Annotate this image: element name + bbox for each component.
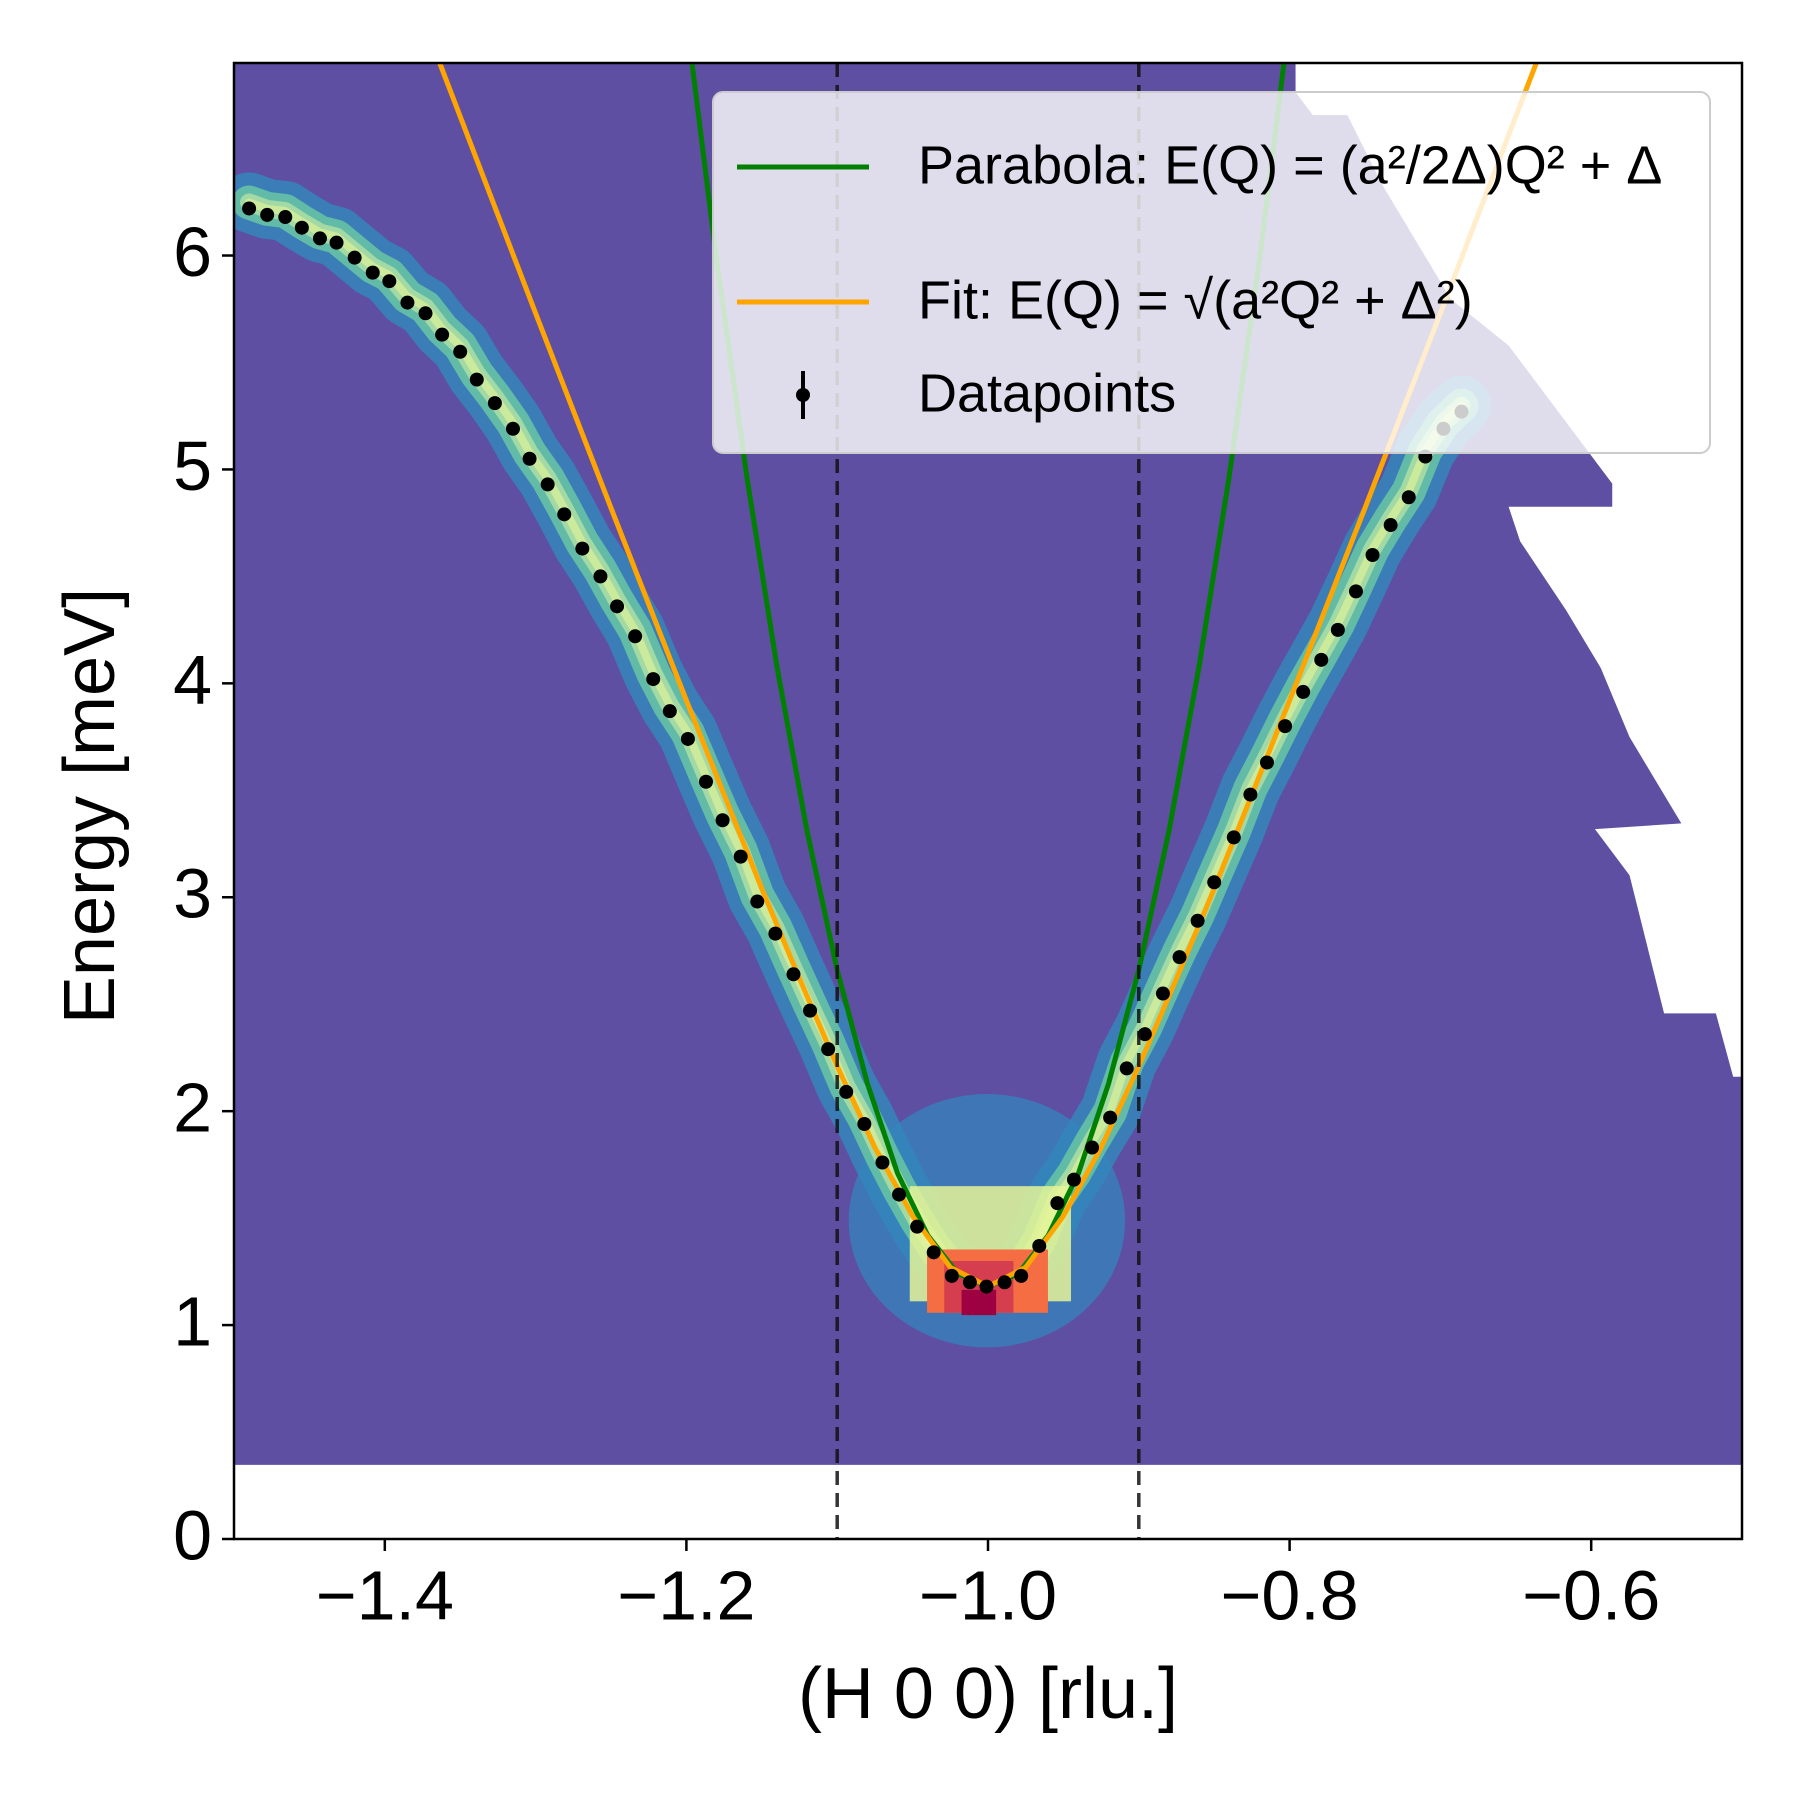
legend: Parabola: E(Q) = (a²/2Δ)Q² + Δ Fit: E(Q) … [712,91,1711,454]
datapoint [628,629,643,644]
datapoint [505,421,520,436]
datapoint [786,967,801,982]
datapoint [768,926,783,941]
datapoint [750,894,765,909]
datapoint [610,599,625,614]
datapoint [1243,787,1258,802]
axes: −1.4 −1.2 −1.0 −0.8 −0.6 0 1 2 3 4 5 6 [173,213,1660,1634]
x-tick-label: −0.6 [1522,1556,1660,1634]
datapoint [646,672,661,687]
datapoint [1330,622,1345,637]
y-tick-label: 5 [173,427,212,505]
plot-frame [232,61,1744,1541]
datapoint [1314,652,1329,667]
datapoint [892,1187,907,1202]
y-axis-label: Energy [meV] [50,588,130,1024]
datapoint [1190,913,1205,928]
datapoint [839,1084,854,1099]
datapoint [1401,490,1416,505]
datapoint [278,210,293,225]
y-tick-label: 4 [173,641,212,719]
datapoint [733,849,748,864]
legend-label: Datapoints [918,363,1176,423]
intensity-cell [961,1289,997,1316]
datapoint [803,1003,818,1018]
legend-box [712,91,1711,454]
datapoint [400,295,415,310]
datapoint [926,1245,941,1260]
datapoint [487,396,502,411]
y-tick-label: 3 [173,855,212,933]
datapoint [1348,584,1363,599]
datapoint [1050,1196,1065,1211]
y-tick-label: 6 [173,213,212,291]
datapoint [699,774,714,789]
datapoint [1085,1140,1100,1155]
datapoint [365,265,380,280]
x-tick-label: −1.0 [919,1556,1057,1634]
datapoint [1383,518,1398,533]
y-tick-label: 1 [173,1283,212,1361]
datapoint [662,704,677,719]
datapoint [1259,755,1274,770]
datapoint [242,201,257,216]
datapoint [1207,875,1222,890]
datapoint [260,207,275,222]
legend-marker [796,388,810,402]
datapoint [453,344,468,359]
datapoint [294,220,309,235]
datapoint [1032,1238,1047,1253]
x-tick-label: −0.8 [1220,1556,1358,1634]
datapoint [1365,548,1380,562]
datapoint [418,306,433,321]
datapoint [821,1042,836,1057]
datapoint [1155,986,1170,1001]
datapoint [522,451,537,466]
y-tick-label: 0 [173,1496,212,1574]
datapoint [435,327,450,342]
legend-label: Parabola: E(Q) = (a²/2Δ)Q² + Δ [918,135,1662,195]
datapoint [540,477,555,492]
x-tick-label: −1.2 [617,1556,755,1634]
datapoint [1103,1110,1118,1125]
datapoint [962,1275,977,1290]
datapoint [1119,1061,1134,1076]
datapoint [575,541,590,556]
datapoint [557,507,572,522]
datapoint [715,813,730,828]
datapoint [680,731,695,746]
datapoint [593,569,608,584]
datapoint [382,274,397,289]
datapoint [1137,1027,1152,1042]
datapoint [1278,719,1293,734]
datapoint [329,235,344,250]
legend-label: Fit: E(Q) = √(a²Q² + Δ²) [918,270,1473,330]
datapoint [1014,1268,1029,1283]
datapoint [979,1279,994,1294]
datapoint [857,1117,872,1132]
datapoint [469,372,484,387]
datapoint [312,231,327,246]
datapoint [1066,1172,1081,1187]
datapoint [1226,830,1241,845]
y-tick-label: 2 [173,1069,212,1147]
datapoint [1172,950,1187,965]
datapoint [1296,684,1311,699]
datapoint [347,250,362,265]
datapoint [875,1155,890,1170]
datapoint [910,1219,925,1234]
datapoint [944,1268,959,1283]
x-axis-label: (H 0 0) [rlu.] [798,1654,1178,1734]
x-tick-label: −1.4 [316,1556,454,1634]
datapoint [997,1275,1012,1290]
